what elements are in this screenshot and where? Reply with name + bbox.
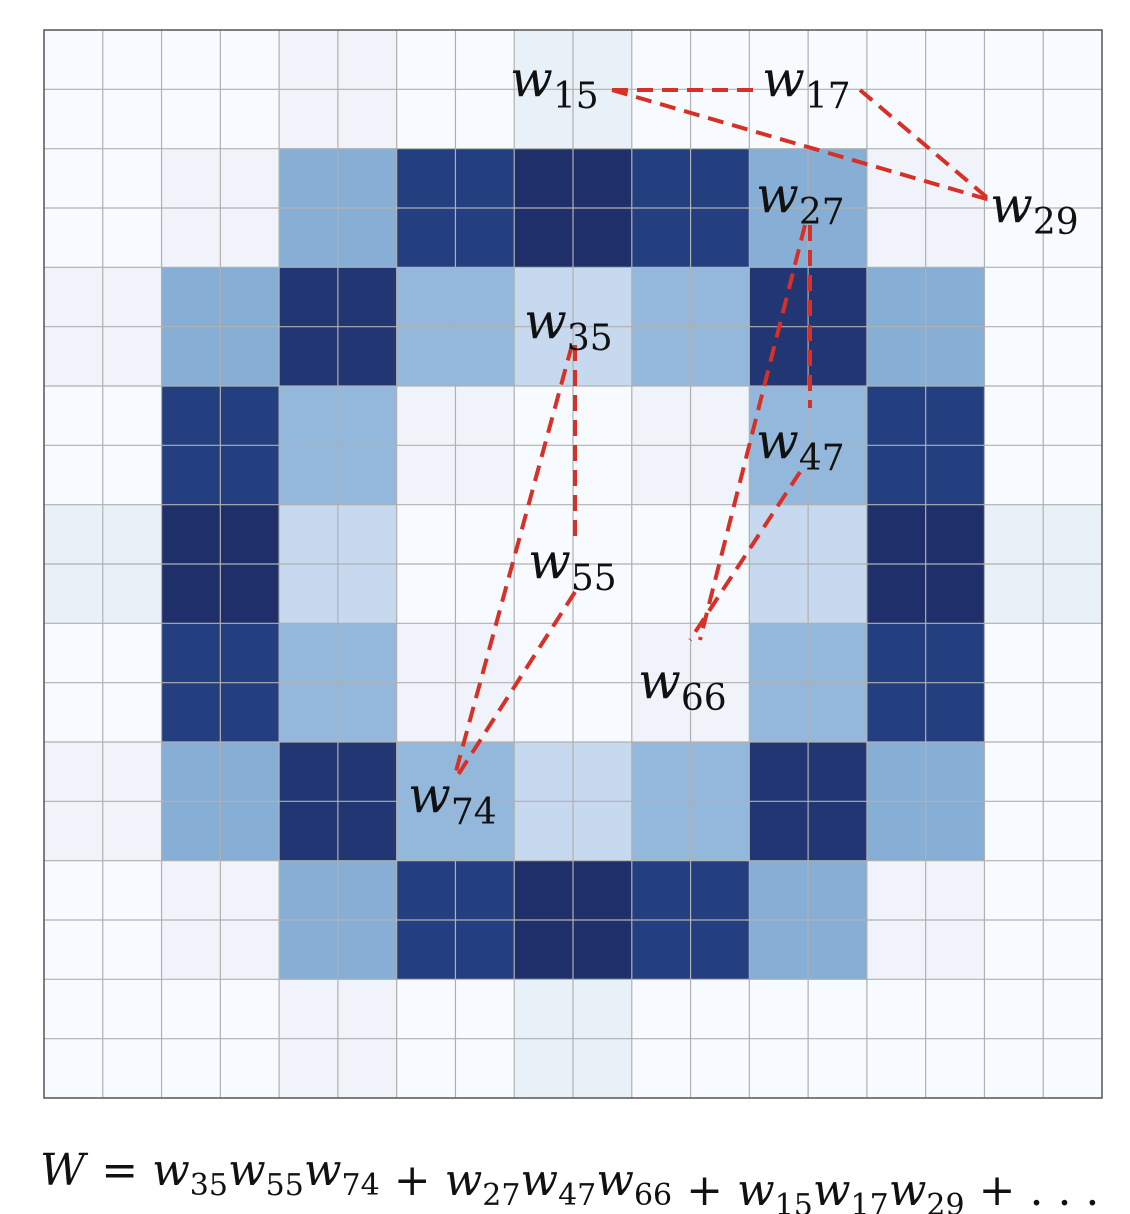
node-sub: 17 (805, 76, 851, 117)
formula-sub: 17 (851, 1188, 889, 1214)
node-sub: 29 (1033, 202, 1079, 243)
dashed-edge (698, 224, 807, 641)
formula-sub: 47 (558, 1178, 596, 1213)
node-base: w (990, 176, 1033, 234)
formula-sub: 55 (266, 1168, 304, 1203)
node-label: w55 (528, 532, 617, 599)
formula-plus: + (394, 1155, 431, 1206)
node-label: w74 (408, 766, 497, 833)
formula-sub: 27 (482, 1178, 520, 1213)
node-base: w (756, 412, 799, 470)
formula-base: w (737, 1165, 775, 1214)
formula-plus: + (979, 1165, 1016, 1214)
dashed-edge (611, 88, 991, 202)
formula-base: w (304, 1145, 342, 1196)
node-base: w (528, 532, 571, 590)
formula-eq: = (101, 1145, 138, 1196)
node-label: w47 (756, 412, 845, 479)
formula-base: w (596, 1155, 634, 1206)
formula-base: w (520, 1155, 558, 1206)
grid (44, 30, 1102, 1098)
node-label: w66 (638, 652, 727, 719)
node-sub: 74 (451, 792, 497, 833)
formula-sub: 29 (926, 1188, 964, 1214)
formula-sub: 15 (775, 1188, 813, 1214)
formula-base: w (152, 1145, 190, 1196)
dashed-edge (858, 88, 992, 202)
connections (453, 88, 992, 777)
formula-sub: 35 (190, 1168, 228, 1203)
node-sub: 66 (681, 678, 727, 719)
formula-base: w (228, 1145, 266, 1196)
node-sub: 47 (799, 438, 845, 479)
node-base: w (408, 766, 451, 824)
node-base: w (638, 652, 681, 710)
node-label: w15 (510, 50, 599, 117)
formula-lhs: W (40, 1145, 89, 1196)
node-sub: 15 (553, 76, 599, 117)
formula-base: w (445, 1155, 483, 1206)
node-base: w (524, 292, 567, 350)
formula-base: w (889, 1165, 927, 1214)
node-label: w17 (762, 50, 851, 117)
node-base: w (762, 50, 805, 108)
formula-plus: + (686, 1165, 723, 1214)
formula: W = w35w55w74 + w27w47w66 + w15w17w29 +. . . (40, 1145, 1099, 1214)
frame (43, 29, 1103, 1099)
node-label: w27 (756, 166, 845, 233)
dashed-edge (688, 470, 802, 642)
node-sub: 55 (571, 558, 617, 599)
node-base: w (510, 50, 553, 108)
node-sub: 27 (799, 192, 845, 233)
node-base: w (756, 166, 799, 224)
formula-sub: 66 (634, 1178, 672, 1213)
node-label: w29 (990, 176, 1079, 243)
formula-base: w (813, 1165, 851, 1214)
dashed-edge (456, 590, 577, 777)
node-sub: 35 (567, 318, 613, 359)
node-label: w35 (524, 292, 613, 359)
formula-sub: 74 (342, 1168, 380, 1203)
formula-ellipsis: . . . (1029, 1165, 1099, 1214)
